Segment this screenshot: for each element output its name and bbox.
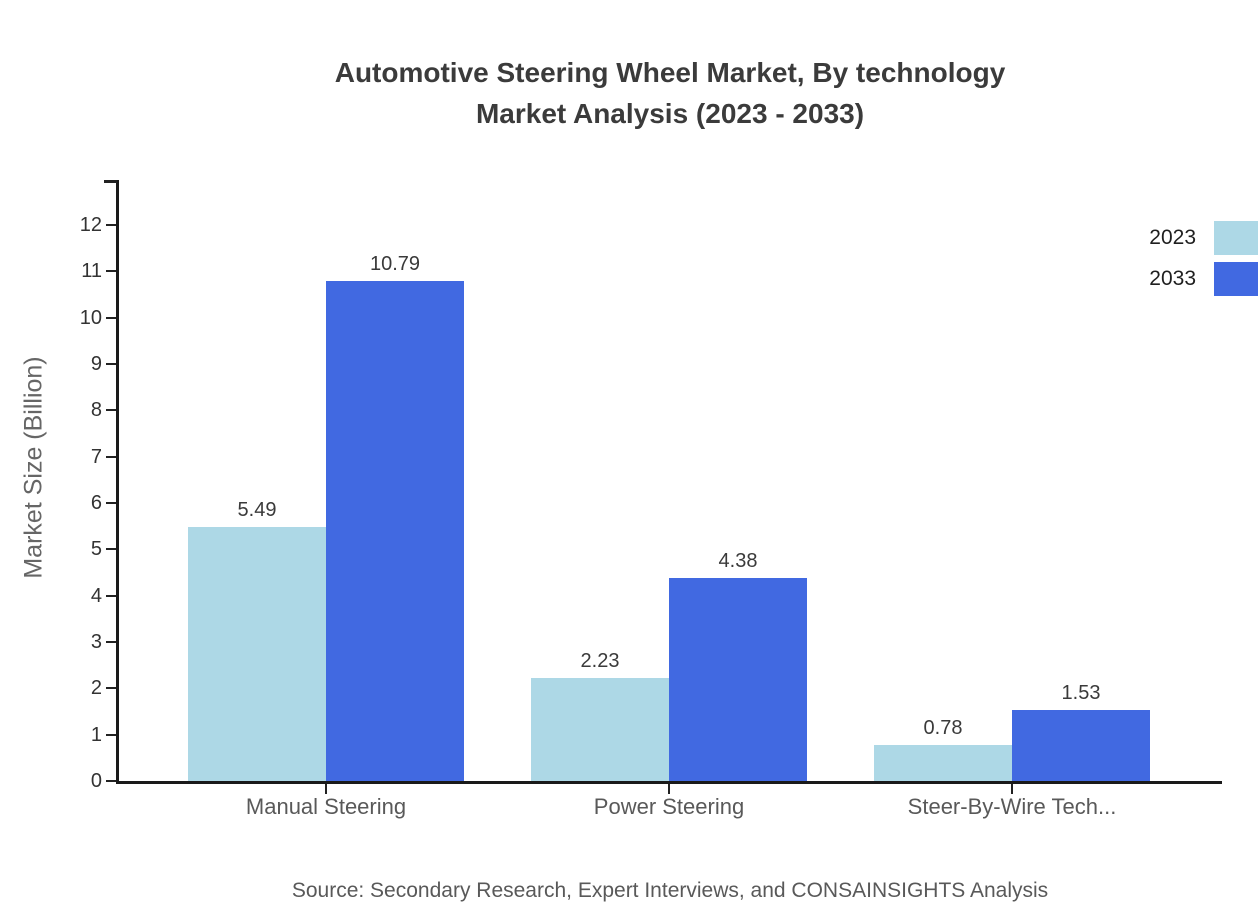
y-tick-mark xyxy=(106,641,116,643)
y-tick-label: 4 xyxy=(90,584,102,607)
x-category-label: Steer-By-Wire Tech... xyxy=(907,794,1117,819)
y-tick-mark xyxy=(106,316,116,319)
x-tick-mark xyxy=(325,784,327,794)
x-category-label: Power Steering xyxy=(593,794,745,819)
bar-value-label: 0.78 xyxy=(923,717,963,739)
y-axis-line xyxy=(116,180,119,784)
legend-swatch-2033 xyxy=(1214,262,1258,296)
y-tick-mark xyxy=(106,502,116,504)
y-axis-title: Market Size (Billion) xyxy=(19,356,48,579)
bar-2023-manual-steering xyxy=(188,527,326,781)
legend-label: 2023 xyxy=(1149,226,1196,249)
bar-value-label: 5.49 xyxy=(237,499,277,521)
chart-title: Automotive Steering Wheel Market, By tec… xyxy=(80,52,1260,134)
y-tick-label: 7 xyxy=(90,445,102,468)
y-tick-label: 3 xyxy=(90,631,102,653)
bar-value-label: 2.23 xyxy=(580,650,620,672)
y-tick-mark xyxy=(106,270,116,273)
chart-title-line1: Automotive Steering Wheel Market, By tec… xyxy=(334,57,1006,88)
bar-2033-power-steering xyxy=(669,578,807,781)
x-tick-mark xyxy=(1011,784,1013,794)
y-tick-mark xyxy=(106,224,116,226)
y-tick-label: 12 xyxy=(79,214,102,236)
y-tick-label: 5 xyxy=(90,538,102,561)
bar-2033-steer-by-wire-tech- xyxy=(1012,710,1150,781)
y-tick-label: 10 xyxy=(79,306,102,329)
x-tick-mark xyxy=(668,784,670,794)
y-tick-mark xyxy=(106,409,116,412)
x-category-label: Manual Steering xyxy=(245,794,407,819)
bar-value-label: 4.38 xyxy=(718,550,758,572)
y-tick-label: 0 xyxy=(90,770,102,792)
y-tick-mark xyxy=(106,687,116,690)
y-tick-label: 8 xyxy=(90,399,102,422)
legend-item-2033[interactable]: 2033 xyxy=(1080,262,1260,296)
bar-value-label: 10.79 xyxy=(369,253,421,275)
bar-2023-power-steering xyxy=(531,678,669,781)
y-tick-mark xyxy=(106,780,116,782)
chart-title-line2: Market Analysis (2023 - 2033) xyxy=(475,98,865,129)
y-tick-mark xyxy=(106,594,116,597)
y-tick-mark xyxy=(106,363,116,365)
y-tick-label: 1 xyxy=(90,723,102,746)
bar-value-label: 1.53 xyxy=(1061,682,1101,704)
y-tick-mark xyxy=(106,733,116,736)
y-tick-mark xyxy=(106,548,116,551)
y-tick-label: 6 xyxy=(90,492,102,514)
bar-2023-steer-by-wire-tech- xyxy=(874,745,1012,781)
y-axis-top-cap xyxy=(104,180,117,183)
y-tick-label: 11 xyxy=(81,260,102,283)
bar-2033-manual-steering xyxy=(326,281,464,781)
x-axis-line xyxy=(116,781,1222,784)
y-tick-label: 2 xyxy=(90,677,102,700)
legend-label: 2033 xyxy=(1149,267,1196,290)
y-tick-label: 9 xyxy=(90,353,102,375)
y-tick-mark xyxy=(106,455,116,458)
source-note: Source: Secondary Research, Expert Inter… xyxy=(291,879,1049,902)
legend-item-2023[interactable]: 2023 xyxy=(1080,221,1260,255)
legend-swatch-2023 xyxy=(1214,221,1258,255)
